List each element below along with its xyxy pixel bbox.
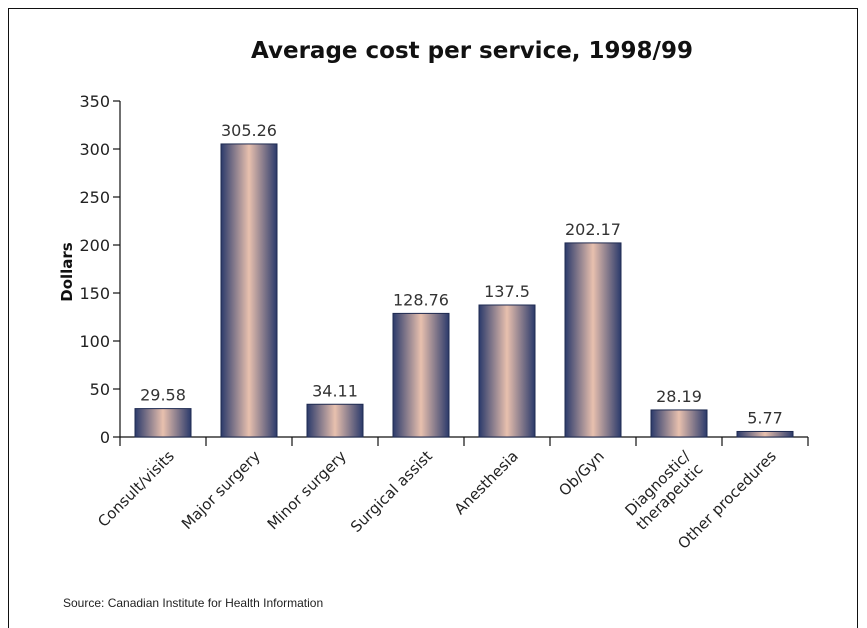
chart-frame xyxy=(8,8,858,628)
bar xyxy=(650,409,708,438)
data-label: 128.76 xyxy=(393,290,449,309)
y-tick-label: 50 xyxy=(90,380,110,399)
x-tick-label-line: Consult/visits xyxy=(94,447,178,531)
data-label: 137.5 xyxy=(484,282,530,301)
data-label: 202.17 xyxy=(565,220,621,239)
x-tick-label: Anesthesia xyxy=(451,447,522,518)
bar xyxy=(134,408,192,438)
bar xyxy=(564,242,622,438)
x-tick-labels: Consult/visits Major surgery Minor surgery… xyxy=(94,446,780,552)
x-tick-label-line: Ob/Gyn xyxy=(555,447,608,500)
data-label: 305.26 xyxy=(221,121,277,140)
data-label: 28.19 xyxy=(656,387,702,406)
y-tick-label: 250 xyxy=(79,188,110,207)
x-tick-label-line: Minor surgery xyxy=(264,447,350,533)
bar xyxy=(478,304,536,438)
y-tick-label: 200 xyxy=(79,236,110,255)
source-note: Source: Canadian Institute for Health In… xyxy=(63,596,324,610)
bar xyxy=(736,430,794,438)
x-tick-label-line: Anesthesia xyxy=(451,447,522,518)
x-tick-label: Ob/Gyn xyxy=(555,447,608,500)
bar xyxy=(306,403,364,438)
y-tick-label: 100 xyxy=(79,332,110,351)
x-tick-label: Surgical assist xyxy=(347,447,436,536)
y-tick-label: 150 xyxy=(79,284,110,303)
data-labels: 29.58 305.26 34.11 128.76 137.5 202.17 28.19 5.… xyxy=(140,121,783,428)
data-label: 34.11 xyxy=(312,381,358,400)
x-tick-label: Major surgery xyxy=(178,447,264,533)
chart-title: Average cost per service, 1998/99 xyxy=(251,38,693,64)
x-tick-label: Consult/visits xyxy=(94,447,178,531)
y-tick-label: 300 xyxy=(79,140,110,159)
x-tick-label-line: Major surgery xyxy=(178,447,264,533)
y-tick-label: 350 xyxy=(79,92,110,111)
bar xyxy=(220,143,278,438)
x-tick-label-line: Surgical assist xyxy=(347,447,436,536)
bar xyxy=(392,312,450,438)
y-tick-label: 0 xyxy=(100,428,110,447)
data-label: 5.77 xyxy=(747,408,783,427)
data-label: 29.58 xyxy=(140,386,186,405)
bars xyxy=(134,143,794,438)
x-tick-label: Minor surgery xyxy=(264,447,350,533)
y-axis-label: Dollars xyxy=(58,242,76,302)
